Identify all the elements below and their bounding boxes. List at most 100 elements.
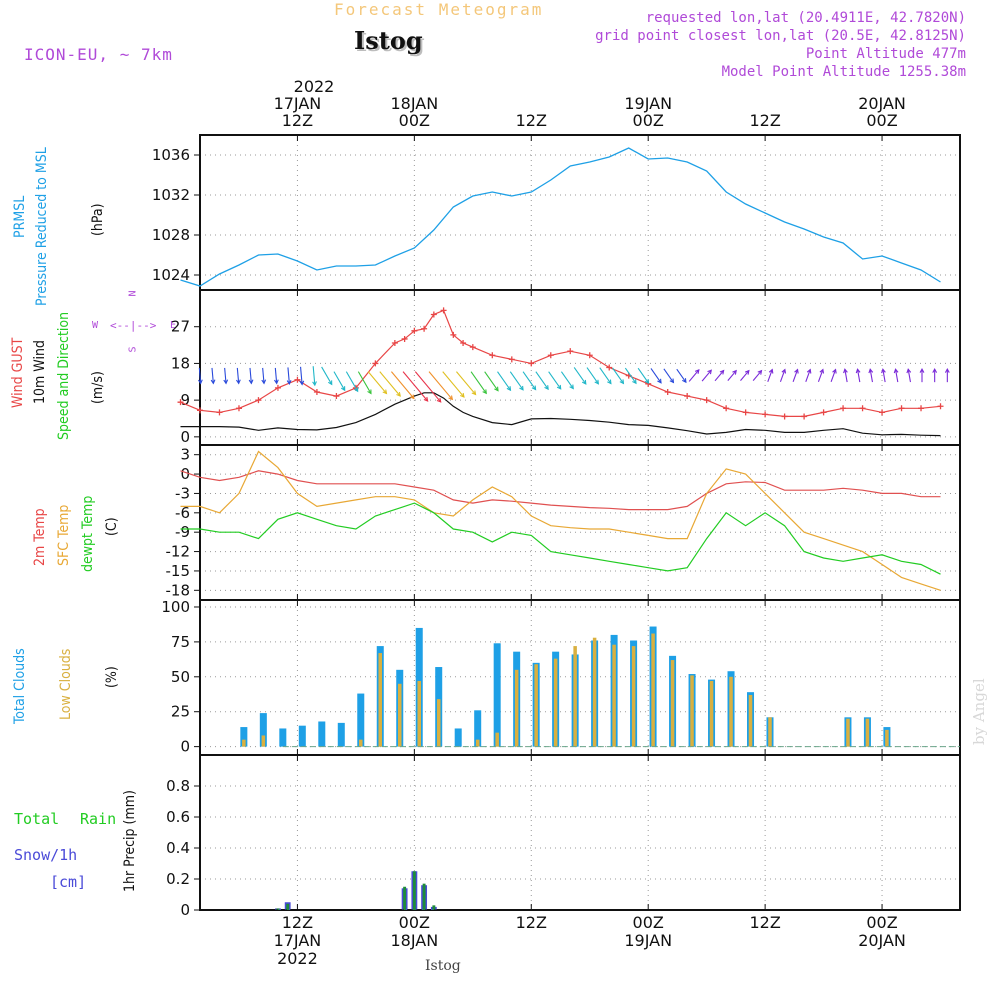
- wind-arrow: [321, 366, 333, 385]
- wind-gust-marker: [411, 327, 418, 334]
- wind-arrow: [379, 371, 401, 397]
- wind-arrow-head: [423, 396, 429, 402]
- top-day-label: 20JAN: [858, 94, 906, 113]
- rain-bar: [403, 886, 407, 910]
- wind-gust-marker: [391, 340, 398, 347]
- bottom-hour-label: 00Z: [866, 913, 898, 932]
- bottom-hour-label: 12Z: [515, 913, 547, 932]
- wind-arrow-head: [460, 392, 465, 398]
- bottom-day-label: 20JAN: [858, 931, 906, 950]
- y-tick-label: 1024: [152, 266, 190, 284]
- wind-arrow-head: [768, 368, 774, 374]
- total-clouds-bar: [493, 643, 501, 747]
- wind-arrow: [586, 367, 599, 385]
- low-clouds-bar: [768, 717, 772, 747]
- wind-arrow: [869, 369, 874, 383]
- wind-gust-marker: [528, 360, 535, 367]
- wind-gust-marker: [898, 405, 905, 412]
- wind-gust-marker: [274, 384, 281, 391]
- total-clouds-bar: [318, 721, 326, 747]
- y-tick-label: 0.6: [166, 808, 190, 826]
- wind-arrow-head: [544, 385, 549, 391]
- wind-arrow: [470, 371, 487, 394]
- wind-arrow: [805, 369, 811, 382]
- meteogram-title: Forecast Meteogram: [334, 0, 544, 19]
- panel-frame: [199, 289, 961, 446]
- wind-arrow-head: [694, 369, 700, 374]
- wind-gust-marker: [762, 411, 769, 418]
- wind10-line: [180, 392, 941, 437]
- top-year-label: 2022: [293, 77, 335, 96]
- y-tick-label: -9: [175, 523, 190, 541]
- compass-w: W: [92, 320, 99, 331]
- wind-arrow: [767, 369, 773, 382]
- y-tick-label: 0.2: [166, 870, 190, 888]
- top-hour-label: 12Z: [281, 111, 314, 130]
- wind-gust-marker: [742, 409, 749, 416]
- bottom-day-label: 18JAN: [390, 931, 439, 950]
- wind-arrow: [612, 367, 624, 384]
- wind-arrow: [428, 371, 453, 400]
- wind-gust-marker: [606, 364, 613, 371]
- y-tick-label: 50: [171, 668, 190, 686]
- wind-arrow: [535, 371, 549, 390]
- wind-arrow-head: [223, 379, 229, 385]
- wind-arrow-head: [794, 368, 799, 374]
- wind-arrow: [637, 367, 649, 384]
- wind-arrow-head: [396, 391, 401, 397]
- top-day-label: 18JAN: [390, 94, 439, 113]
- wind-gust-marker: [197, 407, 203, 414]
- wind-arrow-head: [669, 378, 675, 384]
- precip-snow-label: Snow/1h: [14, 846, 78, 864]
- wind-arrow-head: [855, 368, 861, 374]
- bottom-year-label: 2022: [277, 949, 318, 968]
- top-hour-label: 12Z: [749, 111, 781, 130]
- y-tick-label: 1032: [152, 186, 190, 204]
- top-hour-label: 00Z: [398, 111, 430, 130]
- wind-arrow: [792, 369, 799, 382]
- panel-wind: 0 9 18 27: [171, 289, 961, 446]
- panel-frame: [199, 754, 961, 911]
- precip-cm-label: [cm]: [50, 873, 87, 891]
- wind-arrow: [727, 370, 737, 381]
- wind-arrow: [198, 367, 202, 384]
- total-clouds-bar: [298, 725, 306, 747]
- wind-arrow-head: [328, 380, 333, 386]
- t2m-line: [180, 470, 941, 511]
- wind-arrow-head: [482, 389, 487, 395]
- rain-bar: [422, 883, 426, 910]
- total-clouds-bar: [337, 722, 345, 747]
- wind-arrow-head: [881, 368, 886, 374]
- prmsl-line: [180, 147, 941, 287]
- low-clouds-bar: [553, 658, 558, 747]
- wind-gust-marker: [372, 360, 379, 367]
- wind-gust-marker: [469, 344, 476, 351]
- low-clouds-bar: [631, 646, 636, 747]
- wind-arrow: [367, 371, 387, 394]
- low-clouds-bar: [475, 739, 480, 747]
- wind-arrow: [312, 366, 316, 386]
- y-tick-label: 0: [180, 738, 190, 756]
- wind-arrow: [522, 371, 537, 390]
- wind-arrow: [663, 368, 674, 383]
- compass-arrows-icon: <--|-->: [110, 319, 157, 332]
- y-tick-label: 1036: [152, 146, 190, 164]
- wind-gust-marker: [567, 348, 574, 355]
- y-tick-label: 9: [180, 391, 190, 409]
- wind-gust-marker: [255, 397, 262, 404]
- bottom-day-label: 19JAN: [624, 931, 673, 950]
- wind-arrow: [817, 369, 824, 382]
- wind-arrow: [484, 371, 499, 392]
- model-altitude: Model Point Altitude 1255.38m: [721, 64, 966, 80]
- wind-arrow-head: [210, 379, 216, 385]
- panel-frame: [199, 134, 961, 291]
- wind-gust-line: [180, 309, 941, 417]
- wind-arrow-head: [556, 384, 562, 390]
- wind-arrow: [714, 370, 725, 382]
- y-tick-label: -12: [166, 543, 191, 561]
- wind-gust-marker: [723, 405, 730, 412]
- wind-arrow-head: [619, 379, 625, 385]
- requested-coords: requested lon,lat (20.4911E, 42.7820N): [645, 10, 966, 26]
- wind-arrow: [650, 368, 662, 384]
- wind-arrow-head: [843, 368, 848, 374]
